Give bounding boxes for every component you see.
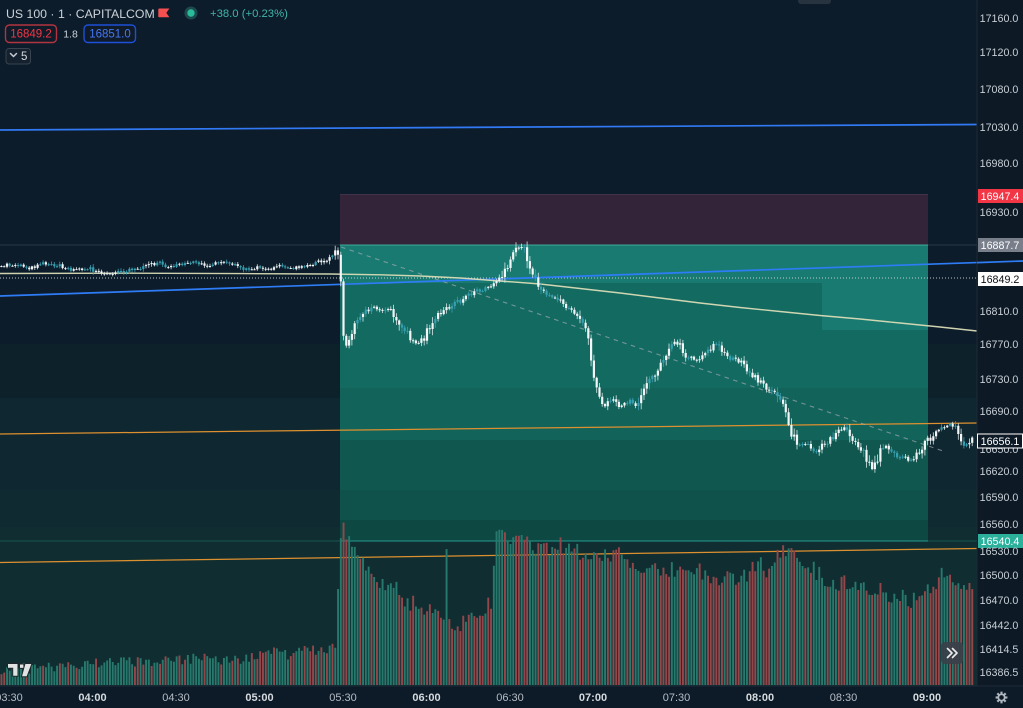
svg-text:16849.2: 16849.2: [10, 29, 52, 41]
svg-text:16540.4: 16540.4: [981, 536, 1020, 548]
svg-text:16620.0: 16620.0: [980, 466, 1019, 478]
svg-text:16980.0: 16980.0: [980, 158, 1019, 170]
svg-text:08:00: 08:00: [746, 692, 774, 704]
svg-text:16470.0: 16470.0: [980, 595, 1019, 607]
svg-text:5: 5: [21, 51, 27, 63]
svg-text:05:00: 05:00: [245, 692, 273, 704]
svg-text:16730.0: 16730.0: [980, 374, 1019, 386]
svg-text:17120.0: 17120.0: [980, 47, 1019, 59]
svg-text:16590.0: 16590.0: [980, 492, 1019, 504]
svg-text:17030.0: 17030.0: [980, 122, 1019, 134]
svg-text:08:30: 08:30: [830, 692, 858, 704]
svg-text:16947.4: 16947.4: [981, 191, 1020, 203]
svg-text:16500.0: 16500.0: [980, 570, 1019, 582]
svg-text:09:00: 09:00: [913, 692, 941, 704]
svg-text:16930.0: 16930.0: [980, 207, 1019, 219]
svg-text:04:30: 04:30: [162, 692, 190, 704]
svg-text:16530.0: 16530.0: [980, 546, 1019, 558]
svg-text:07:00: 07:00: [579, 692, 607, 704]
svg-text:03:30: 03:30: [0, 692, 23, 704]
svg-text:1.8: 1.8: [63, 29, 78, 41]
svg-text:US 100 · 1 · CAPITALCOM: US 100 · 1 · CAPITALCOM: [6, 7, 155, 21]
svg-text:07:30: 07:30: [663, 692, 691, 704]
svg-text:16887.7: 16887.7: [981, 240, 1020, 252]
svg-text:16690.0: 16690.0: [980, 406, 1019, 418]
svg-text:06:30: 06:30: [496, 692, 524, 704]
svg-text:16770.0: 16770.0: [980, 339, 1019, 351]
svg-text:04:00: 04:00: [78, 692, 106, 704]
svg-text:16810.0: 16810.0: [980, 306, 1019, 318]
svg-text:06:00: 06:00: [412, 692, 440, 704]
svg-text:17160.0: 17160.0: [980, 13, 1019, 25]
svg-text:16414.5: 16414.5: [980, 644, 1019, 656]
svg-text:16656.1: 16656.1: [981, 436, 1020, 448]
svg-text:+38.0 (+0.23%): +38.0 (+0.23%): [210, 8, 288, 20]
svg-text:16386.5: 16386.5: [980, 667, 1019, 679]
svg-text:17080.0: 17080.0: [980, 84, 1019, 96]
svg-text:16851.0: 16851.0: [89, 29, 131, 41]
svg-text:16560.0: 16560.0: [980, 519, 1019, 531]
svg-text:16442.0: 16442.0: [980, 620, 1019, 632]
svg-text:16849.2: 16849.2: [981, 274, 1020, 286]
svg-text:05:30: 05:30: [329, 692, 357, 704]
